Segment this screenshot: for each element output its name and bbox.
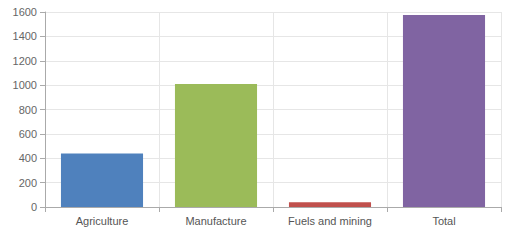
svg-text:Total: Total xyxy=(432,215,455,227)
svg-text:0: 0 xyxy=(31,201,37,213)
svg-text:Agriculture: Agriculture xyxy=(76,215,129,227)
svg-text:200: 200 xyxy=(19,177,37,189)
svg-text:1000: 1000 xyxy=(13,79,37,91)
svg-text:Fuels and mining: Fuels and mining xyxy=(288,215,372,227)
svg-text:1600: 1600 xyxy=(13,6,37,18)
svg-text:1200: 1200 xyxy=(13,55,37,67)
svg-text:1400: 1400 xyxy=(13,30,37,42)
svg-text:800: 800 xyxy=(19,104,37,116)
svg-text:600: 600 xyxy=(19,128,37,140)
svg-text:400: 400 xyxy=(19,152,37,164)
svg-text:Manufacture: Manufacture xyxy=(185,215,246,227)
